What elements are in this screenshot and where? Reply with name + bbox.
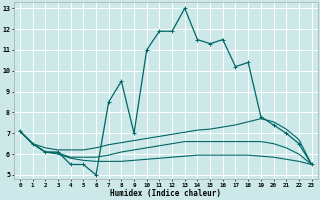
X-axis label: Humidex (Indice chaleur): Humidex (Indice chaleur) xyxy=(110,189,221,198)
